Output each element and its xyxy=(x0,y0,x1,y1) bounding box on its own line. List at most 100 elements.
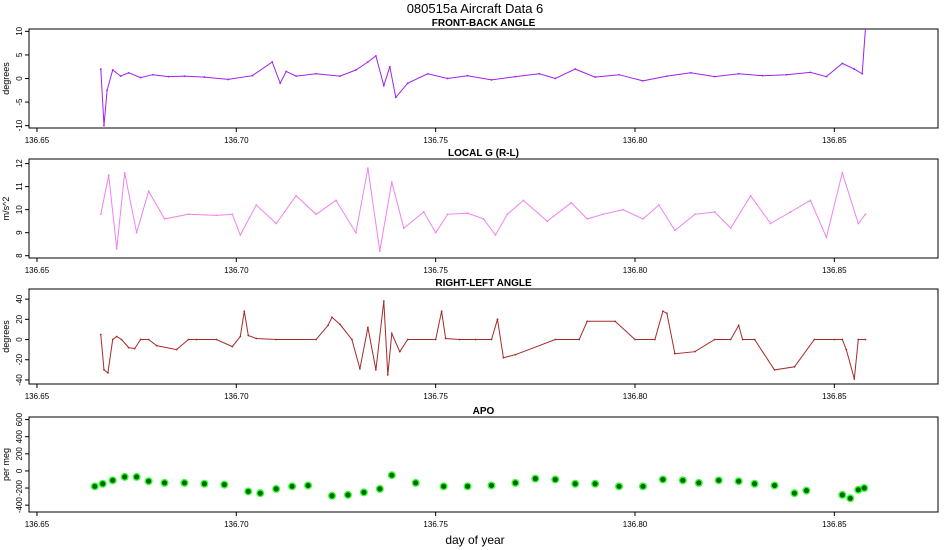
y-tick-label: 200 xyxy=(15,447,24,461)
right-left-angle-data-point xyxy=(406,338,409,341)
apo-plot-frame xyxy=(28,416,939,513)
x-tick-label: 136.75 xyxy=(423,266,448,275)
x-axis-label: day of year xyxy=(445,533,504,547)
apo-data-point xyxy=(146,478,152,484)
front-back-angle-data-point xyxy=(167,75,170,78)
right-left-angle-data-point xyxy=(434,338,437,341)
x-tick-label: 136.85 xyxy=(822,520,847,529)
right-left-angle-data-point xyxy=(496,318,499,321)
right-left-angle-title: RIGHT-LEFT ANGLE xyxy=(435,278,532,289)
front-back-angle-data-point xyxy=(761,74,764,77)
local-g-data-point xyxy=(857,222,860,225)
local-g-data-point xyxy=(135,231,138,234)
right-left-angle-data-point xyxy=(741,338,744,341)
right-left-angle-data-point xyxy=(398,350,401,353)
local-g-data-point xyxy=(713,211,716,213)
front-back-angle-data-point xyxy=(366,61,369,63)
front-back-angle-data-point xyxy=(426,72,429,75)
apo-data-point xyxy=(616,483,622,489)
front-back-angle-data-point xyxy=(119,75,122,78)
figure-title: 080515a Aircraft Data 6 xyxy=(407,1,544,16)
apo-data-point xyxy=(847,495,853,501)
apo-data-point xyxy=(273,486,279,492)
right-left-angle-y-axis-label: degrees xyxy=(1,320,11,353)
local-g-data-point xyxy=(642,217,644,220)
right-left-angle-data-point xyxy=(845,348,848,351)
local-g-data-point xyxy=(825,236,828,239)
right-left-angle-data-point xyxy=(390,332,393,335)
y-tick-label: -10 xyxy=(15,119,24,131)
front-back-angle-y-axis-label: degrees xyxy=(1,62,11,95)
front-back-angle-data-point xyxy=(127,71,130,74)
apo-data-point xyxy=(736,478,742,484)
apo-data-point xyxy=(134,474,140,480)
right-left-angle-data-point xyxy=(586,320,589,323)
apo-data-point xyxy=(752,481,758,487)
right-left-angle-panel: RIGHT-LEFT ANGLE degrees 136.65 136.70 136.7… xyxy=(1,278,939,401)
local-g-data-point xyxy=(123,171,126,174)
front-back-angle-data-point xyxy=(713,75,716,78)
right-left-angle-data-point xyxy=(737,324,740,327)
y-tick-label: -5 xyxy=(15,98,24,106)
apo-data-point xyxy=(839,492,845,498)
y-tick-label: 0 xyxy=(15,468,24,473)
local-g-data-point xyxy=(522,199,525,202)
x-tick-label: 136.80 xyxy=(623,392,648,401)
front-back-angle-data-point xyxy=(665,75,668,78)
front-back-angle-data-point xyxy=(339,75,341,78)
local-g-data xyxy=(99,167,867,252)
local-g-data-point xyxy=(506,213,509,216)
front-back-angle-data-point xyxy=(825,75,828,78)
front-back-angle-data-point xyxy=(689,71,692,74)
local-g-data-point xyxy=(586,217,589,220)
right-left-angle-data-point xyxy=(107,371,109,374)
local-g-data-point xyxy=(729,227,732,229)
right-left-angle-data xyxy=(99,300,867,380)
local-g-data-point xyxy=(864,213,867,216)
right-left-angle-data-point xyxy=(662,310,664,313)
apo-data-point xyxy=(861,485,867,491)
y-tick-label: 8 xyxy=(15,253,24,258)
local-g-data-point xyxy=(622,208,624,211)
front-back-angle-data-point xyxy=(394,96,397,99)
right-left-angle-data-point xyxy=(315,338,317,341)
y-tick-label: -200 xyxy=(15,479,24,496)
local-g-data-point xyxy=(378,250,381,252)
right-left-angle-data-point xyxy=(99,333,102,336)
front-back-angle-data xyxy=(99,29,867,127)
local-g-data-point xyxy=(841,171,844,174)
right-left-angle-data-point xyxy=(133,347,136,350)
right-left-angle-data-point xyxy=(665,312,668,315)
x-tick-label: 136.80 xyxy=(623,520,648,529)
front-back-angle-data-point xyxy=(139,76,142,79)
front-back-angle-data-point xyxy=(151,73,154,76)
right-left-angle-data-point xyxy=(490,338,493,341)
front-back-angle-data-point xyxy=(374,54,377,57)
apo-data-point xyxy=(361,489,367,495)
apo-panel: APO per meg 136.65 136.70 136.75 136.80 136.85… xyxy=(1,406,939,529)
right-left-angle-data-point xyxy=(773,368,776,371)
local-g-data-point xyxy=(315,213,317,216)
front-back-angle-data-point xyxy=(279,82,282,85)
local-g-data-point xyxy=(239,234,242,236)
front-back-angle-data-point xyxy=(111,69,114,71)
x-tick-label: 136.75 xyxy=(423,136,448,145)
right-left-angle-data-point xyxy=(127,346,130,349)
y-tick-label: 400 xyxy=(15,429,24,443)
local-g-data-point xyxy=(789,211,792,213)
front-back-angle-data-point xyxy=(490,79,493,81)
front-back-angle-data-point xyxy=(514,75,517,78)
right-left-angle-data-point xyxy=(841,338,844,341)
local-g-data-point xyxy=(390,181,393,183)
x-tick-label: 136.70 xyxy=(224,392,249,401)
local-g-data-point xyxy=(275,222,278,225)
local-g-data-point xyxy=(482,217,485,220)
y-tick-label: 600 xyxy=(15,412,24,426)
right-left-angle-data-point xyxy=(713,338,716,341)
local-g-data-point xyxy=(769,222,772,225)
x-tick-label: 136.80 xyxy=(623,266,648,275)
right-left-angle-data-point xyxy=(693,350,696,353)
right-left-angle-data-point xyxy=(793,365,796,368)
x-tick-label: 136.70 xyxy=(224,136,249,145)
right-left-angle-data-point xyxy=(187,338,190,341)
